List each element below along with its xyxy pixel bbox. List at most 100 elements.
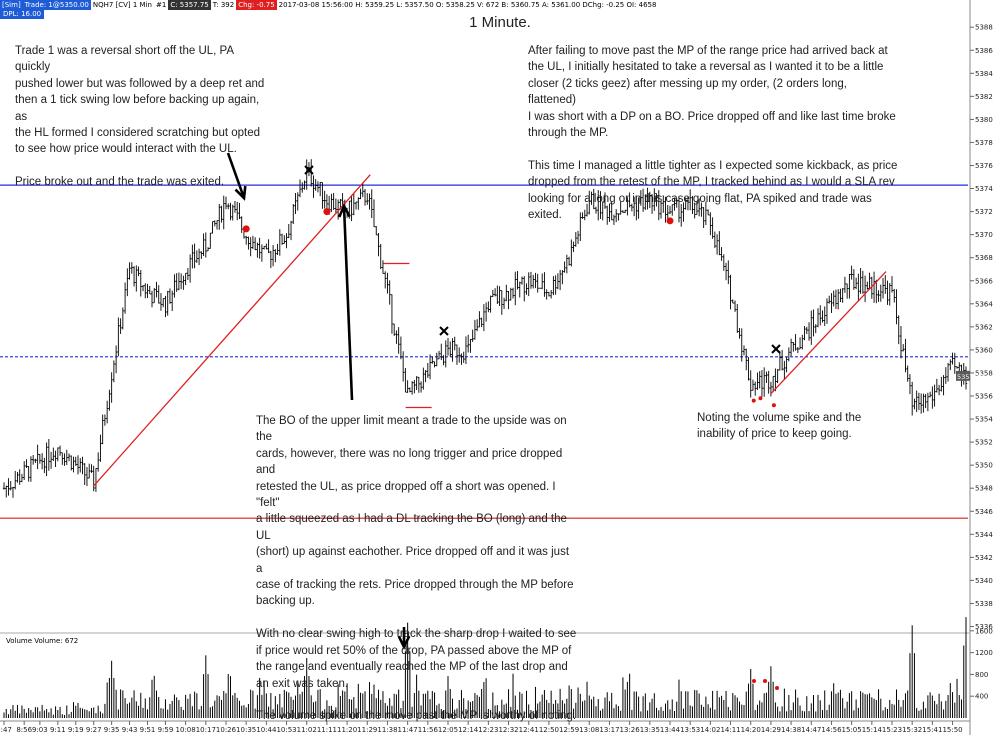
time-tick-label: 11:56	[418, 726, 439, 734]
volume-tick-label: 1600	[975, 627, 993, 635]
ohlc-bars	[2, 159, 968, 498]
price-tick-label: 5356	[975, 393, 993, 401]
trade-badge: Trade: 1@5350.00	[22, 0, 91, 10]
chart-title: 1 Minute.	[469, 14, 531, 31]
time-tick-label: 8:47	[0, 726, 12, 734]
time-tick-label: 13:44	[660, 726, 681, 734]
price-axis: 5336 5338 5340 5342 5344 5346 5348 5350 5352 5354…	[970, 24, 993, 631]
volume-label: Volume Volume: 672	[6, 637, 79, 645]
volume-spike-note: Noting the volume spike and the inabilit…	[697, 412, 862, 441]
price-tag-bg	[956, 370, 970, 381]
price-tick-label: 5386	[975, 47, 993, 55]
volume-tick-label: 400	[975, 693, 988, 701]
exit-x-icon	[304, 165, 314, 175]
time-tick-label: 10:26	[216, 726, 237, 734]
time-tick-label: 9:43	[122, 726, 138, 734]
time-tick-label: 13:17	[599, 726, 619, 734]
time-tick-label: 13:26	[620, 726, 641, 734]
time-tick-label: 10:44	[256, 726, 277, 734]
time-tick-label: 12:14	[458, 726, 479, 734]
time-tick-label: 10:53	[276, 726, 296, 734]
volume-tick-label: 1200	[975, 649, 993, 657]
price-tick-label: 5384	[975, 70, 993, 78]
time-tick-label: 12:05	[438, 726, 458, 734]
spike-dot	[751, 398, 756, 403]
time-tick-label: 15:05	[842, 726, 862, 734]
time-tick-label: 12:32	[498, 726, 518, 734]
price-tick-label: 5378	[975, 139, 993, 147]
price-tick-label: 5338	[975, 600, 993, 608]
time-tick-label: 15:41	[922, 726, 942, 734]
time-axis: 8:47 8:569:039:119:199:279:359:439:519:59…	[0, 721, 963, 734]
volume-spike-dot	[763, 679, 767, 683]
price-tick-label: 5354	[975, 416, 993, 424]
time-tick-label: 11:20	[337, 726, 357, 734]
time-tick-label: 9:11	[50, 726, 66, 734]
time-tick-label: 14:47	[801, 726, 821, 734]
time-tick-label: 10:17	[196, 726, 216, 734]
time-tick-label: 14:02	[700, 726, 720, 734]
price-tick-label: 5362	[975, 323, 993, 331]
price-tick-label: 5368	[975, 254, 993, 262]
price-tick-label: 5350	[975, 462, 993, 470]
time-tick-label: 9:51	[140, 726, 156, 734]
levels	[0, 184, 968, 519]
time-tick-label: 15:23	[882, 726, 902, 734]
annotations: 5357.75	[93, 152, 984, 690]
date-info: 2017-03-08 15:56:00 H: 5359.25 L: 5357.5…	[278, 1, 657, 9]
entry-dot	[666, 217, 674, 225]
time-tick-label: 11:38	[377, 726, 397, 734]
time-tick-label: 9:35	[104, 726, 120, 734]
time-tick-label: 11:29	[357, 726, 377, 734]
time-tick-label: 13:53	[680, 726, 700, 734]
trade2-note: After failing to move past the MP of the…	[528, 45, 898, 222]
time-tick-label: 14:38	[781, 726, 801, 734]
breakout-note: The BO of the upper limit meant a trade …	[256, 415, 577, 723]
time-tick-label: 14:29	[761, 726, 781, 734]
change-box: Chg: -0.75	[236, 0, 277, 10]
price-tag-label: 5357.75	[957, 373, 984, 381]
chart-header: [Sim] Trade: 1@5350.00 NQH7 [CV] 1 Min #…	[0, 0, 658, 10]
up-arrow-icon	[338, 203, 354, 401]
volume-tick-label: 800	[975, 671, 988, 679]
time-tick-label: 10:35	[236, 726, 256, 734]
exit-x-icon	[439, 326, 449, 336]
price-tick-label: 5380	[975, 116, 993, 124]
price-tick-label: 5366	[975, 277, 993, 285]
entry-dot	[323, 208, 331, 216]
price-tick-label: 5336	[975, 623, 993, 631]
down-arrow-icon	[226, 152, 247, 201]
price-tick-label: 5360	[975, 346, 993, 354]
time-tick-label: 10:08	[176, 726, 196, 734]
time-tick-label: 11:11	[317, 726, 337, 734]
price-tick-label: 5346	[975, 508, 993, 516]
time-tick-label: 8:56	[16, 726, 32, 734]
spike-dot	[771, 403, 776, 408]
time-tick-label: 15:14	[862, 726, 883, 734]
time-tick-label: 12:50	[539, 726, 559, 734]
price-tick-label: 5382	[975, 93, 993, 101]
time-tick-label: 13:35	[640, 726, 660, 734]
price-tick-label: 5374	[975, 185, 993, 193]
bar-number: #1	[155, 1, 167, 9]
trendline-2	[770, 271, 887, 395]
instrument-label: NQH7 [CV] 1 Min	[92, 1, 152, 9]
trendline-1	[93, 174, 371, 487]
time-tick-label: 9:59	[158, 726, 174, 734]
time-tick-label: 12:41	[519, 726, 539, 734]
time-tick-label: 11:47	[398, 726, 418, 734]
volume-spike-dot	[752, 679, 756, 683]
volume-axis: 400 800 1200 1600	[970, 627, 993, 701]
volume-bars	[3, 617, 967, 718]
volume-spike-dot	[775, 686, 779, 690]
price-tick-label: 5372	[975, 208, 993, 216]
exit-x-icon	[771, 344, 781, 354]
trade1-note: Trade 1 was a reversal short off the UL,…	[15, 45, 265, 189]
time-tick-label: 12:59	[559, 726, 579, 734]
volume-arrow-icon	[397, 627, 411, 650]
time-tick-label: 12:23	[478, 726, 498, 734]
time-tick-label: 9:27	[86, 726, 102, 734]
time-tick-label: 14:56	[821, 726, 842, 734]
price-tick-label: 5342	[975, 554, 993, 562]
time-tick-label: 9:19	[68, 726, 84, 734]
